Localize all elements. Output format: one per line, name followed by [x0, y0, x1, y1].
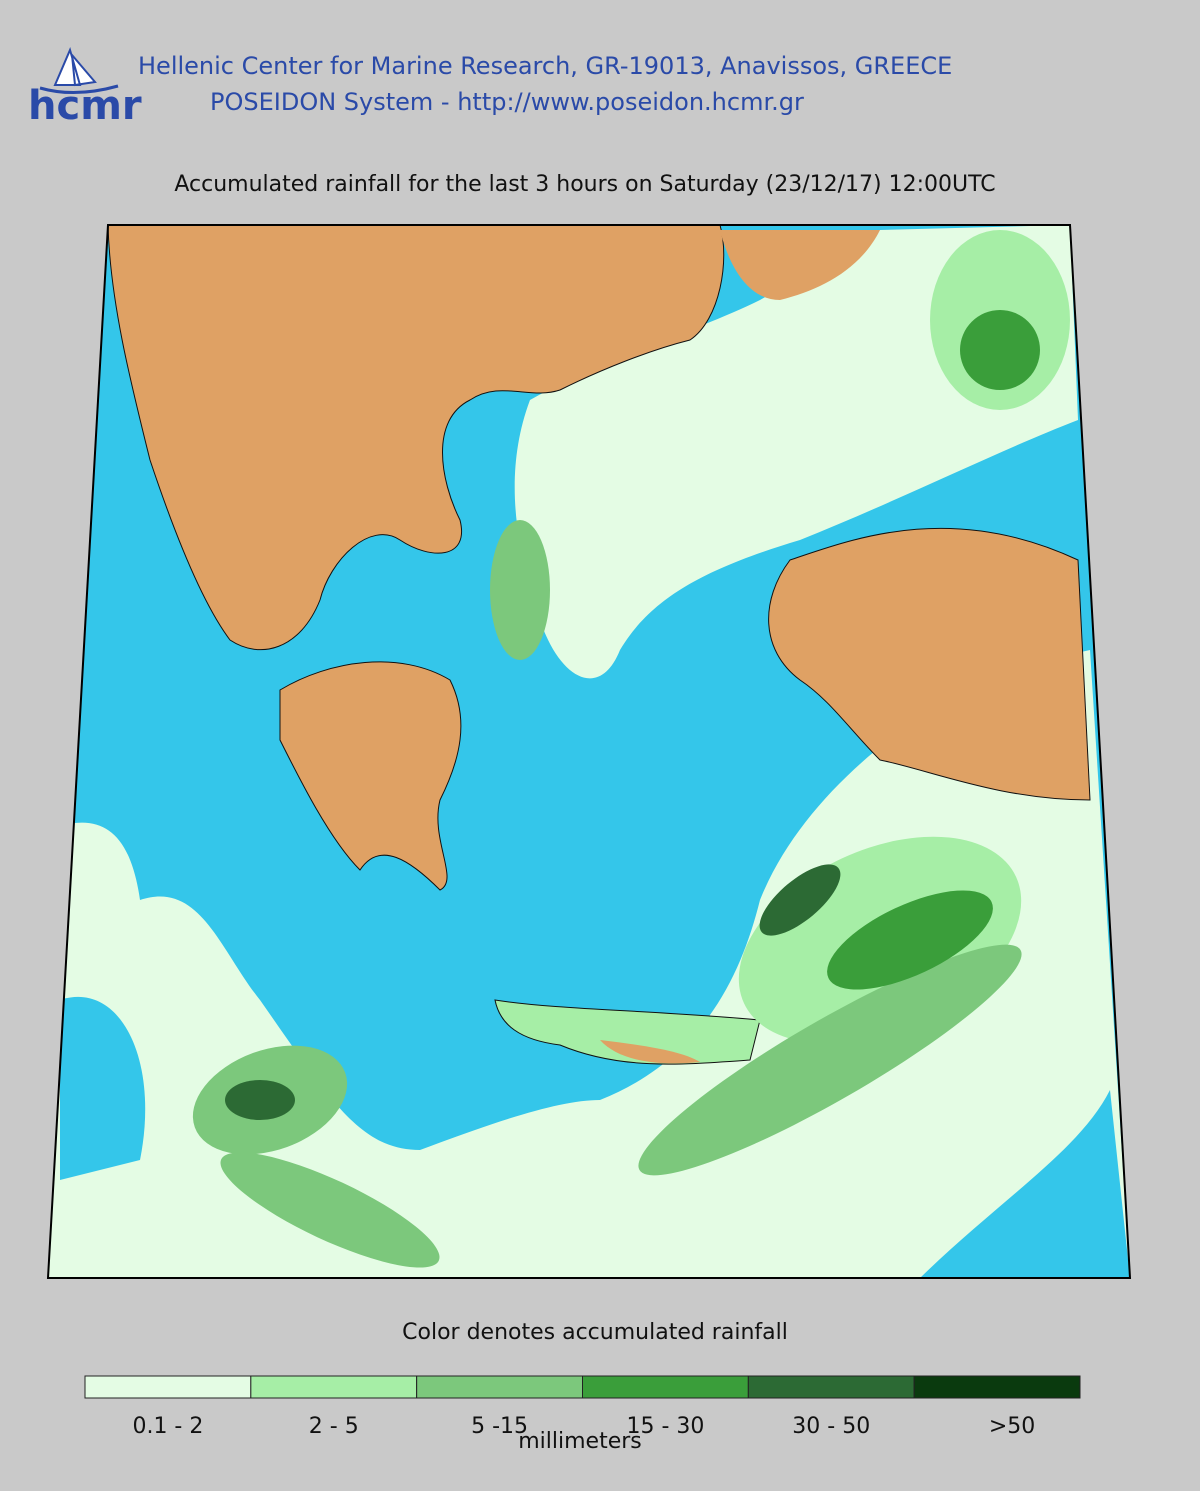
legend-swatch [582, 1375, 749, 1399]
land [279, 661, 462, 891]
map-title: Accumulated rainfall for the last 3 hour… [174, 172, 995, 197]
legend-label: 15 - 30 [626, 1414, 704, 1439]
sea [60, 996, 146, 1180]
rain-area [759, 864, 841, 936]
land [720, 230, 880, 300]
header-line: POSEIDON System - http://www.poseidon.hc… [210, 88, 804, 116]
legend-unit: millimeters [518, 1429, 642, 1454]
rain-area [827, 890, 993, 990]
map [48, 225, 1130, 1278]
header-line: Hellenic Center for Marine Research, GR-… [138, 52, 952, 80]
legend-swatch [250, 1375, 418, 1399]
rain-area [638, 944, 1022, 1176]
legend-swatch [913, 1375, 1081, 1399]
legend-swatch [747, 1375, 915, 1399]
legend-swatch [84, 1375, 252, 1399]
legend-label: 30 - 50 [792, 1414, 870, 1439]
rain-area [225, 1080, 295, 1120]
map-frame [46, 224, 1132, 1279]
legend-label: >50 [989, 1414, 1035, 1439]
sea [920, 1090, 1130, 1278]
logo: hcmr [28, 47, 142, 129]
legend-label: 5 -15 [471, 1414, 528, 1439]
island [494, 999, 761, 1065]
legend: 0.1 - 2 2 - 5 5 -15 15 - 30 30 - 50 >50 [84, 1375, 1081, 1439]
rain-area [220, 1152, 440, 1268]
rain-area [490, 520, 550, 660]
caption: Color denotes accumulated rainfall [402, 1320, 788, 1345]
legend-label: 0.1 - 2 [132, 1414, 203, 1439]
land [600, 1040, 700, 1064]
logo-text: hcmr [28, 83, 142, 129]
land [768, 527, 1091, 801]
legend-swatch [416, 1375, 583, 1399]
legend-label: 2 - 5 [309, 1414, 359, 1439]
rain-area [960, 310, 1040, 390]
land [107, 225, 725, 651]
